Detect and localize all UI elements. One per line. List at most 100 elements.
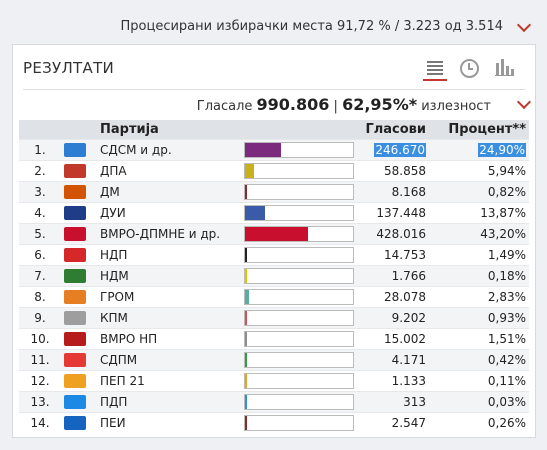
row-votes: 246.670	[374, 143, 426, 157]
table-row[interactable]: 8. ГРОМ 28.078 2,83%	[19, 286, 529, 308]
row-rank: 8.	[19, 286, 61, 308]
row-votes: 9.202	[391, 311, 426, 325]
row-rank: 4.	[19, 202, 61, 224]
table-row[interactable]: 7. НДМ 1.766 0,18%	[19, 265, 529, 287]
bar-chart-view-icon[interactable]	[493, 57, 517, 79]
vote-share-bar	[244, 289, 354, 305]
vote-share-bar-fill	[245, 269, 248, 283]
vote-share-bar-fill	[245, 143, 282, 157]
row-party: СДПМ	[97, 349, 241, 371]
header-percent: Процент**	[429, 120, 529, 140]
row-percent: 1,49%	[487, 248, 526, 262]
header-votes: Гласови	[361, 120, 429, 140]
vote-share-bar-fill	[245, 416, 248, 430]
results-panel: РЕЗУЛТАТИ Гласале 990.806 | 62,95%* изле…	[12, 44, 536, 438]
vote-share-bar	[244, 205, 354, 221]
table-row[interactable]: 6. НДП 14.753 1,49%	[19, 244, 529, 266]
row-votes: 2.547	[391, 416, 426, 430]
header-party: Партија	[97, 120, 241, 140]
row-rank: 3.	[19, 181, 61, 203]
row-rank: 7.	[19, 265, 61, 287]
turnout-chevron-down-icon[interactable]	[516, 94, 532, 110]
row-votes: 4.171	[391, 353, 426, 367]
row-percent: 1,51%	[487, 332, 526, 346]
total-votes: 990.806	[256, 95, 330, 114]
header-bar	[241, 120, 361, 140]
row-votes: 137.448	[376, 206, 426, 220]
row-percent: 24,90%	[478, 143, 526, 157]
vote-share-bar	[244, 163, 354, 179]
row-percent: 43,20%	[480, 227, 526, 241]
row-votes: 58.858	[384, 164, 426, 178]
vote-share-bar	[244, 184, 354, 200]
row-percent: 0,82%	[487, 185, 526, 199]
table-row[interactable]: 14. ПЕИ 2.547 0,26%	[19, 412, 529, 433]
table-row[interactable]: 3. ДМ 8.168 0,82%	[19, 181, 529, 203]
chevron-down-icon[interactable]	[516, 17, 532, 33]
turnout-summary: Гласале 990.806 | 62,95%* излезност	[197, 95, 491, 114]
party-logo-icon	[64, 269, 86, 284]
row-rank: 11.	[19, 349, 61, 371]
party-logo-icon	[64, 332, 86, 347]
turnout-percent: 62,95%	[342, 95, 409, 114]
turnout-asterisk: *	[408, 95, 418, 114]
row-rank: 13.	[19, 391, 61, 413]
list-view-icon[interactable]	[423, 57, 447, 81]
party-logo-icon	[64, 395, 86, 410]
row-percent: 0,11%	[487, 374, 526, 388]
party-logo-icon	[64, 227, 86, 242]
row-party: КПМ	[97, 307, 241, 329]
vote-share-bar	[244, 415, 354, 431]
row-percent: 0,93%	[487, 311, 526, 325]
table-row[interactable]: 11. СДПМ 4.171 0,42%	[19, 349, 529, 371]
table-row[interactable]: 13. ПДП 313 0,03%	[19, 391, 529, 413]
turnout-separator: |	[333, 99, 338, 114]
row-party: ГРОМ	[97, 286, 241, 308]
row-votes: 15.002	[384, 332, 426, 346]
turnout-label: излезност	[421, 99, 491, 114]
row-rank: 5.	[19, 223, 61, 245]
party-logo-icon	[64, 185, 86, 200]
row-rank: 12.	[19, 370, 61, 392]
row-votes: 28.078	[384, 290, 426, 304]
table-row[interactable]: 4. ДУИ 137.448 13,87%	[19, 202, 529, 224]
row-votes: 428.016	[376, 227, 426, 241]
row-votes: 14.753	[384, 248, 426, 262]
top-status-bar: Процесирани избирачки места 91,72 % / 3.…	[0, 0, 547, 42]
table-row[interactable]: 9. КПМ 9.202 0,93%	[19, 307, 529, 329]
vote-share-bar	[244, 373, 354, 389]
row-rank: 14.	[19, 412, 61, 433]
row-percent: 5,94%	[487, 164, 526, 178]
vote-share-bar-fill	[245, 227, 308, 241]
row-party: ПЕИ	[97, 412, 241, 433]
vote-share-bar-fill	[245, 311, 248, 325]
clock-view-icon[interactable]	[457, 57, 481, 79]
vote-share-bar-fill	[245, 164, 254, 178]
row-rank: 2.	[19, 160, 61, 182]
table-row[interactable]: 2. ДПА 58.858 5,94%	[19, 160, 529, 182]
vote-share-bar	[244, 247, 354, 263]
vote-share-bar-fill	[245, 395, 248, 409]
row-rank: 6.	[19, 244, 61, 266]
table-row[interactable]: 10. ВМРО НП 15.002 1,51%	[19, 328, 529, 350]
row-party: ДПА	[97, 160, 241, 182]
vote-share-bar	[244, 142, 354, 158]
vote-share-bar	[244, 226, 354, 242]
table-row[interactable]: 5. ВМРО-ДПМНЕ и др. 428.016 43,20%	[19, 223, 529, 245]
party-logo-icon	[64, 143, 86, 158]
title-divider	[23, 89, 525, 90]
vote-share-bar-fill	[245, 332, 248, 346]
vote-share-bar	[244, 310, 354, 326]
row-percent: 0,03%	[487, 395, 526, 409]
table-row[interactable]: 12. ПЕП 21 1.133 0,11%	[19, 370, 529, 392]
vote-share-bar	[244, 268, 354, 284]
vote-share-bar	[244, 394, 354, 410]
row-party: ВМРО-ДПМНЕ и др.	[97, 223, 241, 245]
vote-share-bar	[244, 352, 354, 368]
vote-share-bar-fill	[245, 290, 250, 304]
header-logo	[61, 120, 97, 140]
row-party: ВМРО НП	[97, 328, 241, 350]
party-logo-icon	[64, 353, 86, 368]
table-row[interactable]: 1. СДСМ и др. 246.670 24,90%	[19, 139, 529, 161]
vote-share-bar-fill	[245, 185, 248, 199]
